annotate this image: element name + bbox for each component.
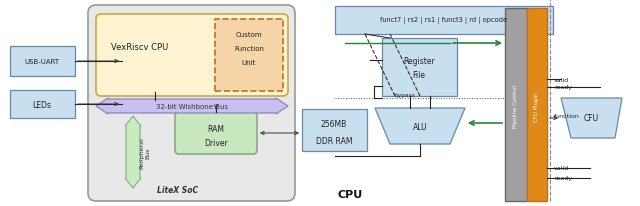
Polygon shape [375,109,465,144]
Text: bypass: bypass [395,93,416,98]
Text: Driver: Driver [204,139,228,148]
Text: ALU: ALU [413,122,428,131]
Text: valid: valid [554,166,569,171]
Text: Register: Register [403,56,435,65]
FancyBboxPatch shape [527,9,547,201]
FancyBboxPatch shape [10,91,75,118]
Text: Unit: Unit [242,60,256,66]
FancyBboxPatch shape [335,7,553,35]
Text: Pipeline Control: Pipeline Control [513,85,518,128]
FancyBboxPatch shape [10,47,75,77]
Text: LEDs: LEDs [33,100,51,109]
Text: USB-UART: USB-UART [24,59,60,65]
Text: CFU Plugin: CFU Plugin [534,92,540,121]
FancyBboxPatch shape [302,109,367,151]
Polygon shape [96,98,288,115]
Text: Custom: Custom [236,32,262,38]
Text: Function: Function [234,46,264,52]
Text: Peripheral
Bus: Peripheral Bus [140,136,150,168]
Text: ready: ready [554,176,572,181]
Text: valid: valid [554,77,569,82]
Text: RAM: RAM [207,125,225,134]
Polygon shape [125,116,141,188]
Text: 32-bit Wishbone Bus: 32-bit Wishbone Bus [156,103,228,109]
FancyBboxPatch shape [505,9,527,201]
Text: funct7 | rs2 | rs1 | funct3 | rd | opcode: funct7 | rs2 | rs1 | funct3 | rd | opcod… [380,18,508,24]
FancyBboxPatch shape [88,6,295,201]
Text: LiteX SoC: LiteX SoC [157,186,198,194]
Text: ready: ready [554,85,572,90]
Text: DDR RAM: DDR RAM [316,136,352,145]
Text: CFU: CFU [584,114,598,123]
FancyBboxPatch shape [215,20,283,91]
FancyBboxPatch shape [382,39,457,97]
FancyBboxPatch shape [96,15,288,97]
Polygon shape [561,98,622,138]
Text: function: function [554,114,580,119]
Text: VexRiscv CPU: VexRiscv CPU [111,42,168,51]
Text: 256MB: 256MB [321,120,347,129]
FancyBboxPatch shape [175,112,257,154]
Text: CPU: CPU [338,189,364,199]
Text: File: File [413,71,426,80]
